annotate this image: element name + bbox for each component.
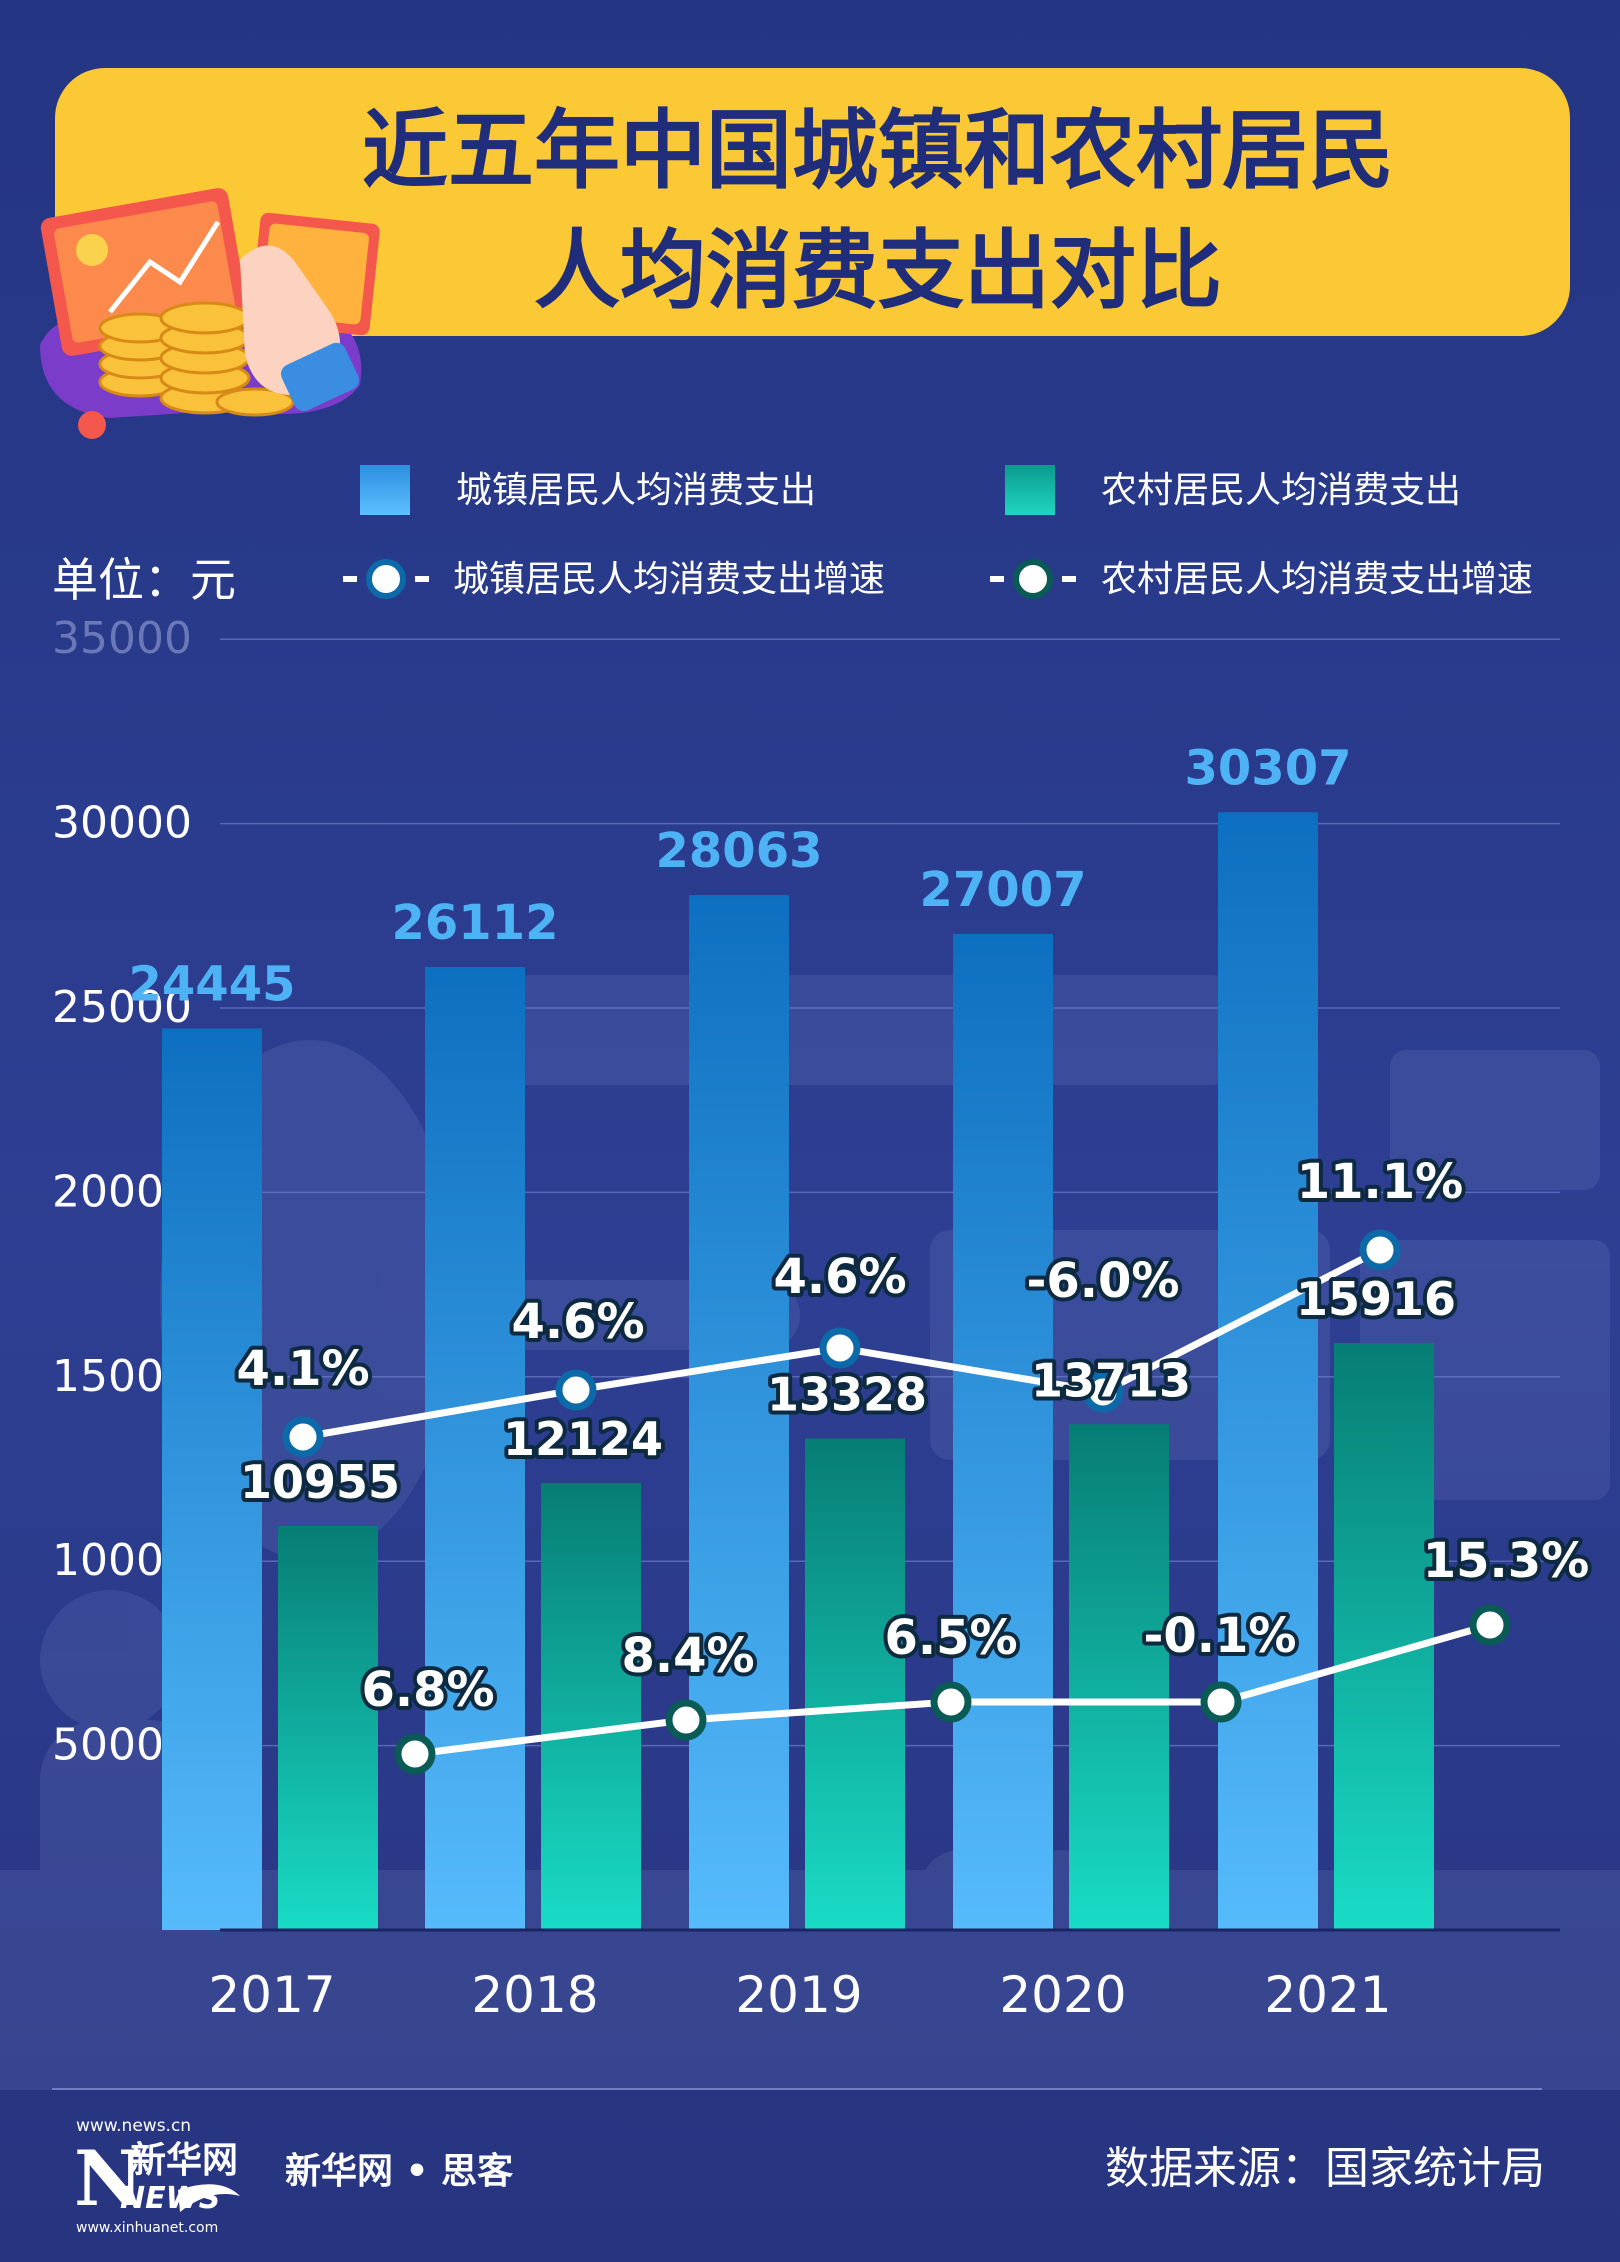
x-tick-label: 2017 (208, 1966, 335, 2024)
y-tick-label: 25000 (52, 982, 192, 1033)
urban-growth-value-label: 4.6% (773, 1249, 906, 1305)
x-tick-label: 2018 (471, 1966, 598, 2024)
bar-rural-value-label: 13328 (767, 1367, 927, 1421)
legend-rural-line-swatch (990, 559, 1077, 599)
x-tick-label: 2019 (735, 1966, 862, 2024)
legend: 城镇居民人均消费支出 农村居民人均消费支出 城镇居民人均消费支出增速 农村居民人… (343, 465, 1533, 600)
bar-urban-value-label: 30307 (1185, 740, 1352, 796)
logo-swoosh (178, 2184, 240, 2212)
legend-rural-bar-swatch (1005, 465, 1055, 515)
legend-urban-line-label: 城镇居民人均消费支出增速 (453, 559, 885, 600)
legend-urban-line-swatch (343, 559, 430, 599)
legend-urban-bar-label: 城镇居民人均消费支出 (456, 470, 816, 511)
title-line-1: 近五年中国城镇和农村居民 (362, 101, 1394, 201)
bar-urban-value-label: 24445 (129, 956, 296, 1012)
bar-urban (425, 966, 525, 1930)
bar-urban-value-label: 26112 (392, 895, 559, 951)
urban-growth-value-label: -6.0% (1026, 1253, 1179, 1309)
urban-growth-value-label: 4.6% (511, 1294, 644, 1350)
bar-urban (689, 895, 789, 1930)
legend-rural-line-label: 农村居民人均消费支出增速 (1101, 559, 1533, 600)
y-tick-label: 35000 (52, 613, 192, 664)
bar-rural-value-label: 10955 (240, 1455, 400, 1509)
bar-rural-value-label: 12124 (503, 1412, 663, 1466)
urban-growth-marker (282, 1416, 324, 1458)
rural-growth-marker (394, 1733, 436, 1775)
legend-urban-bar-swatch (360, 465, 410, 515)
bar-rural (805, 1438, 905, 1930)
bar-rural (278, 1525, 378, 1930)
urban-growth-marker (1359, 1229, 1401, 1271)
rural-growth-marker (1469, 1604, 1511, 1646)
rural-growth-value-label: 6.8% (361, 1662, 494, 1718)
bar-rural (541, 1482, 641, 1930)
finance-illustration (40, 188, 380, 439)
title-line-2: 人均消费支出对比 (534, 221, 1222, 321)
urban-growth-marker (1082, 1371, 1124, 1413)
bar-urban (953, 933, 1053, 1930)
logo-n: N (74, 2134, 143, 2223)
bar-urban (1218, 812, 1318, 1930)
rural-growth-value-label: 8.4% (621, 1628, 754, 1684)
chart-area: 5000100001500020000250003000035000244452… (52, 613, 1593, 2024)
bar-rural (1069, 1424, 1169, 1930)
brand-text: 新华网 • 思客 (285, 2151, 513, 2192)
urban-growth-value-label: 4.1% (236, 1341, 369, 1397)
x-tick-label: 2021 (1264, 1966, 1391, 2024)
logo-url-bottom: www.xinhuanet.com (76, 2220, 218, 2236)
urban-growth-marker (555, 1369, 597, 1411)
bar-urban-value-label: 28063 (656, 823, 823, 879)
y-tick-label: 5000 (52, 1720, 164, 1771)
legend-rural-bar-label: 农村居民人均消费支出 (1101, 470, 1461, 511)
rural-growth-marker (930, 1681, 972, 1723)
logo-chars: 新华网 (130, 2140, 238, 2181)
bar-urban-value-label: 27007 (920, 862, 1087, 918)
x-tick-label: 2020 (999, 1966, 1126, 2024)
urban-growth-value-label: 11.1% (1297, 1154, 1464, 1210)
bar-urban (162, 1028, 262, 1930)
bar-rural-value-label: 13713 (1031, 1353, 1191, 1407)
rural-growth-marker (1200, 1681, 1242, 1723)
rural-growth-value-label: -0.1% (1143, 1608, 1296, 1664)
y-tick-label: 30000 (52, 798, 192, 849)
rural-growth-marker (665, 1699, 707, 1741)
unit-label: 单位：元 (52, 553, 236, 607)
bar-rural (1334, 1343, 1434, 1930)
xinhua-logo: www.news.cn N 新华网 NEWS www.xinhuanet.com (74, 2116, 240, 2236)
bar-rural-value-label: 15916 (1296, 1272, 1456, 1326)
logo-url-top: www.news.cn (76, 2116, 191, 2136)
data-source: 数据来源：国家统计局 (1105, 2143, 1545, 2194)
rural-growth-value-label: 6.5% (884, 1610, 1017, 1666)
title-banner (55, 68, 1570, 336)
rural-growth-value-label: 15.3% (1423, 1533, 1590, 1589)
urban-growth-marker (819, 1327, 861, 1369)
